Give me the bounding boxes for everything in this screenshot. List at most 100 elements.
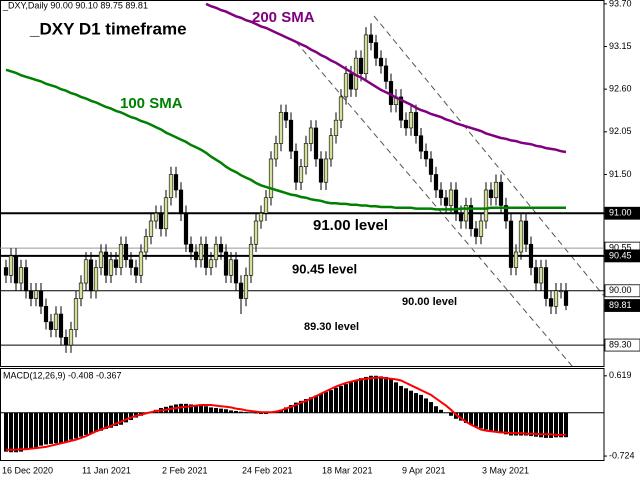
macd-bar [424,398,428,413]
macd-bar [344,384,348,413]
candle-body [303,143,309,168]
candle-body [363,34,369,74]
macd-bar [299,400,303,413]
header: _DXY,Daily 90.00 90.10 89.75 89.81 [2,0,148,10]
candle-body [528,243,534,268]
y-tick-label: 93.70 [609,0,632,8]
macd-bar [539,412,543,438]
macd-bar [234,411,238,413]
macd-bar [464,412,468,423]
candle-body [428,158,434,175]
y-tick-label: 92.05 [609,126,632,136]
candle-body [318,158,324,183]
macd-bar [519,412,523,436]
candle-body [18,267,24,284]
macd-bar [534,412,538,437]
candle-body [8,255,14,276]
y-tick-label: 90.45 [609,250,632,260]
macd-bar [199,405,203,413]
macd-bar [389,379,393,413]
level-label: 91.00 level [313,217,388,234]
candle-body [468,205,474,230]
sma-line [5,68,566,211]
x-tick-label: 9 Apr 2021 [402,465,446,475]
macd-bar [184,403,188,413]
candle-body [268,158,274,199]
candle-body [423,150,429,160]
signal-line [6,376,567,451]
channel-line [373,15,604,297]
macd-bar [194,405,198,413]
macd-bar [369,375,373,413]
x-tick-label: 18 Mar 2021 [322,465,373,475]
candle-body [113,259,119,268]
macd-bar [459,412,463,421]
macd-bar [549,412,553,438]
candle-body [323,158,329,183]
candle-body [438,189,444,199]
macd-bar [229,410,233,413]
candle-body [193,251,199,261]
macd-bar [59,412,63,443]
candle-body [83,259,89,284]
candle-body [448,189,454,206]
candle-body [333,119,339,136]
macd-bar [489,412,493,431]
macd-bar [469,412,473,425]
macd-bar [94,412,98,432]
macd-bar [264,412,268,414]
candle-body [533,267,539,284]
macd-bar [564,412,568,438]
macd-bar [324,391,328,413]
candle-body [413,112,419,136]
candle-body [553,290,559,307]
candle-body [248,243,254,276]
y-tick-label: 90.55 [609,243,632,253]
candle-body [293,150,299,183]
candle-body [368,34,374,43]
macd-bar [114,412,118,426]
candle-body [173,174,179,191]
macd-bar [259,412,263,414]
candle-body [278,112,284,144]
macd-bar [419,394,423,413]
candle-body [358,57,364,74]
candle-body [73,298,79,330]
macd-bar [39,412,43,446]
macd-bar [44,412,48,445]
x-tick-label: 2 Feb 2021 [162,465,208,475]
macd-bar [294,402,298,413]
candle-body [198,243,204,261]
macd-bar [364,376,368,413]
candle-body [563,290,569,306]
sma-label: 200 SMA [252,9,315,26]
candle-body [58,313,64,338]
candle-body [298,166,304,183]
level-label: 90.45 level [292,261,357,276]
candle-body [483,189,489,222]
candle-body [178,189,184,214]
macd-bar [379,376,383,413]
candle-body [223,251,229,276]
candle-body [523,220,529,245]
x-tick-label: 16 Dec 2020 [2,465,53,475]
macd-bar [504,412,508,435]
y-tick-label: -0.724 [609,450,635,460]
candle-body [418,135,424,152]
candle-body [103,251,109,276]
candle-body [263,197,269,214]
macd-bar [89,412,93,434]
candle-body [378,57,384,67]
y-tick-box [604,338,640,352]
macd-bar [434,406,438,413]
macd-bar [224,409,228,413]
candle-body [143,236,149,253]
macd-bar [524,412,528,436]
macd-bar [129,412,133,420]
candle-body [443,197,449,206]
candle-body [258,212,264,222]
candle-body [108,259,114,276]
candle-body [348,73,354,90]
macd-bar [284,407,288,413]
y-tick-label: 92.60 [609,84,632,94]
